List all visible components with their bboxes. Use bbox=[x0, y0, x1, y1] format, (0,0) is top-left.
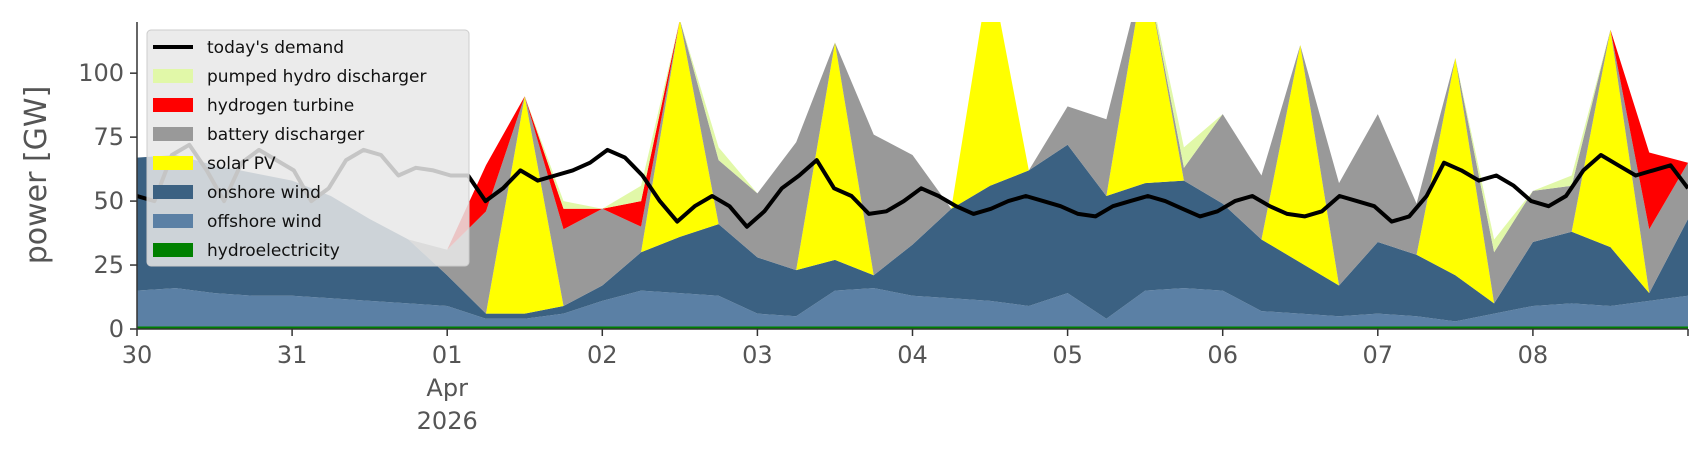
x-tick-label: 07 bbox=[1363, 341, 1394, 369]
x-tick-label: 05 bbox=[1052, 341, 1083, 369]
legend-label: pumped hydro discharger bbox=[207, 67, 426, 87]
legend-swatch bbox=[153, 127, 193, 141]
y-tick-label: 0 bbox=[109, 315, 124, 343]
legend-label: hydrogen turbine bbox=[207, 96, 354, 116]
x-tick-label: 04 bbox=[897, 341, 928, 369]
x-tick-label: 03 bbox=[742, 341, 773, 369]
legend-swatch bbox=[153, 214, 193, 228]
legend-swatch bbox=[153, 69, 193, 83]
axes: 0 25 50 75 100 30 31 01 Apr 2026 02 03 04 05 06 07 08 bbox=[78, 22, 1689, 435]
x-tick-label: 02 bbox=[587, 341, 618, 369]
x-tick-sublabel: Apr bbox=[426, 374, 468, 402]
legend-swatch bbox=[153, 185, 193, 199]
y-tick-label: 50 bbox=[93, 187, 124, 215]
x-tick-label: 08 bbox=[1518, 341, 1549, 369]
legend-label: today's demand bbox=[207, 38, 344, 58]
legend-box bbox=[146, 29, 470, 267]
y-axis-title: power [GW] bbox=[19, 86, 54, 265]
legend-label: hydroelectricity bbox=[207, 241, 340, 261]
legend-label: onshore wind bbox=[207, 183, 321, 203]
legend-swatch bbox=[153, 98, 193, 112]
y-tick-label: 100 bbox=[78, 59, 124, 87]
area-battery-discharger bbox=[137, 22, 1688, 314]
legend-swatch bbox=[153, 156, 193, 170]
x-tick-label: 31 bbox=[277, 341, 308, 369]
area-onshore-wind bbox=[137, 144, 1688, 322]
y-tick-label: 75 bbox=[93, 123, 124, 151]
area-offshore-wind bbox=[137, 288, 1688, 327]
y-tick-label: 25 bbox=[93, 251, 124, 279]
legend: today's demand pumped hydro discharger hyd… bbox=[146, 29, 470, 267]
legend-label: offshore wind bbox=[207, 212, 322, 232]
legend-swatch bbox=[153, 243, 193, 257]
legend-label: battery discharger bbox=[207, 125, 364, 145]
x-tick-label: 30 bbox=[122, 341, 153, 369]
area-solar-pv bbox=[137, 22, 1688, 314]
x-tick-label: 01 bbox=[432, 341, 463, 369]
x-tick-label: 06 bbox=[1207, 341, 1238, 369]
legend-label: solar PV bbox=[207, 154, 276, 174]
x-tick-sublabel: 2026 bbox=[417, 407, 478, 435]
